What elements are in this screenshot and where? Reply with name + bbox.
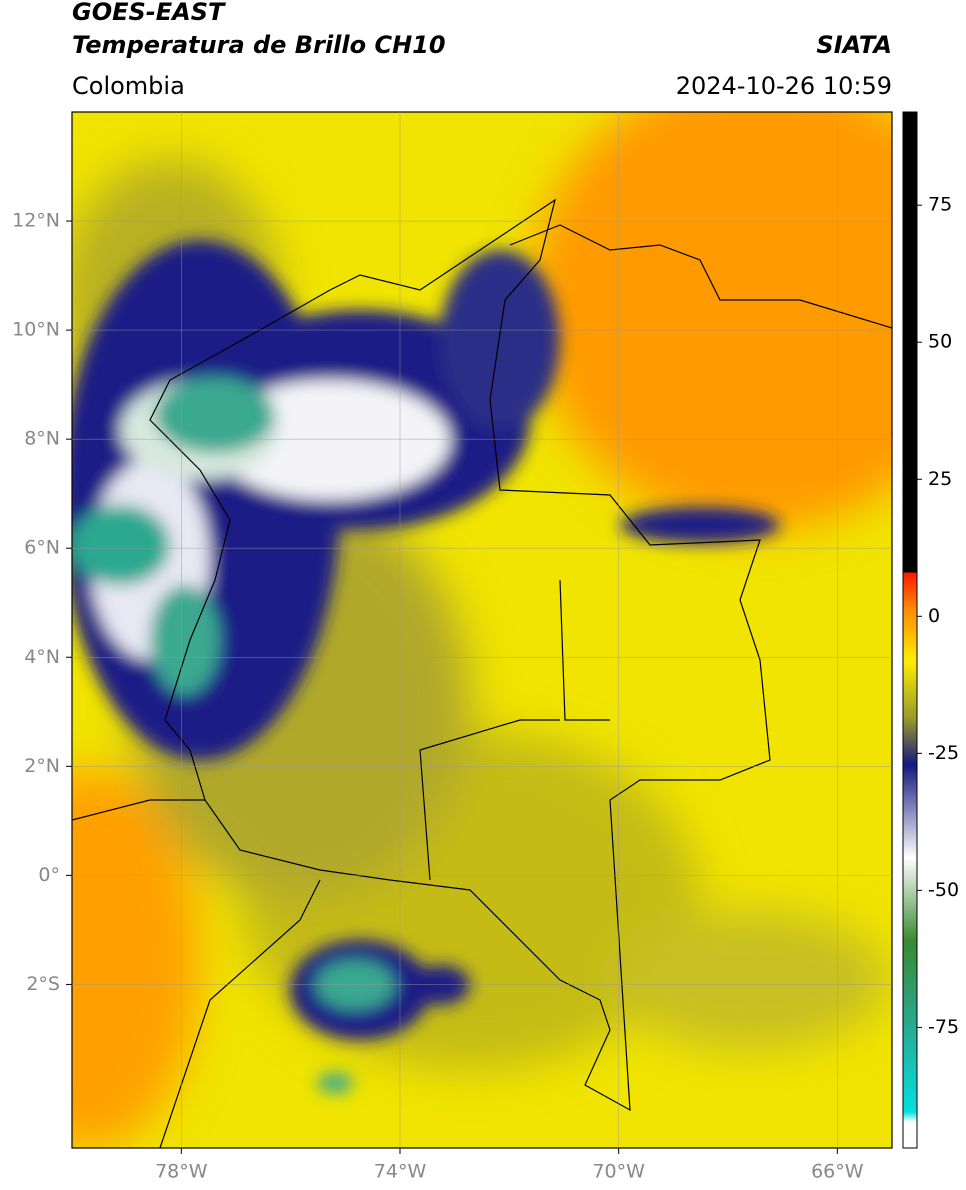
- y-tick-label: 12°N: [12, 210, 60, 232]
- colorbar-tick-label: 75: [928, 194, 952, 216]
- satellite-image: [72, 112, 892, 1148]
- colorbar-tick-label: 25: [928, 468, 952, 490]
- y-tick-label: 2°S: [26, 973, 60, 995]
- subtitle: Temperatura de Brillo CH10: [72, 31, 446, 59]
- colorbar: [902, 111, 918, 1149]
- x-tick-label: 74°W: [374, 1161, 427, 1183]
- source: SIATA: [816, 31, 892, 59]
- colorbar-tick-label: -75: [928, 1016, 959, 1038]
- colorbar-tick-label: 50: [928, 331, 952, 353]
- y-tick-label: 2°N: [24, 755, 60, 777]
- x-tick-label: 78°W: [155, 1161, 208, 1183]
- y-tick-label: 8°N: [24, 428, 60, 450]
- boundaries: [72, 198, 892, 1148]
- x-tick-label: 70°W: [592, 1161, 645, 1183]
- timestamp: 2024-10-26 10:59: [676, 72, 892, 100]
- y-tick-label: 4°N: [24, 646, 60, 668]
- colorbar-tick-label: -50: [928, 879, 959, 901]
- title: GOES-EAST: [72, 0, 226, 26]
- region: Colombia: [72, 72, 185, 100]
- map-frame: [71, 111, 893, 1149]
- x-tick-label: 66°W: [811, 1161, 864, 1183]
- colorbar-tick-label: -25: [928, 742, 959, 764]
- y-tick-label: 10°N: [12, 319, 60, 341]
- y-tick-label: 0°: [38, 864, 60, 886]
- y-tick-label: 6°N: [24, 537, 60, 559]
- colorbar-tick-label: 0: [928, 605, 940, 627]
